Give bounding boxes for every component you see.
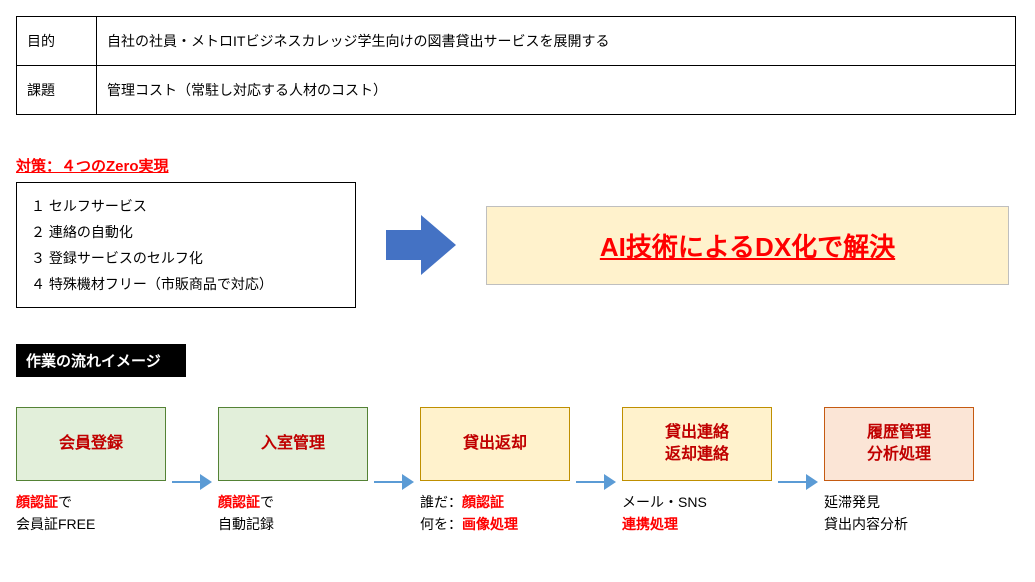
flow-box: 会員登録 [16,407,166,481]
flow-heading: 作業の流れイメージ [16,344,186,377]
flow-desc: 顔認証で会員証FREE [16,491,95,536]
flow-block: 貸出返却誰だ：顔認証何を：画像処理 [420,407,570,536]
flow-box: 履歴管理分析処理 [824,407,974,481]
flow-desc: 誰だ：顔認証何を：画像処理 [420,491,518,536]
callout-box: AI技術によるDX化で解決 [486,206,1009,285]
zero-box: １ セルフサービス２ 連絡の自動化３ 登録サービスのセルフ化４ 特殊機材フリー（… [16,182,356,308]
flow-box: 貸出返却 [420,407,570,481]
big-arrow-icon [386,215,456,275]
zero-row: １ セルフサービス２ 連絡の自動化３ 登録サービスのセルフ化４ 特殊機材フリー（… [16,182,1019,308]
issue-value: 管理コスト（常駐し対応する人材のコスト） [97,66,1016,115]
zero-item: ２ 連絡の自動化 [31,219,341,245]
zero-title: 対策：４つのZero実現 [16,155,1019,176]
flow-box: 入室管理 [218,407,368,481]
zero-item: ３ 登録サービスのセルフ化 [31,245,341,271]
flow-box: 貸出連絡返却連絡 [622,407,772,481]
flow-desc: 延滞発見貸出内容分析 [824,491,908,536]
flow-block: 履歴管理分析処理延滞発見貸出内容分析 [824,407,974,536]
flow-arrow-icon [576,467,616,497]
flow-block: 入室管理顔認証で自動記録 [218,407,368,536]
flow-desc: 顔認証で自動記録 [218,491,274,536]
flow-arrow-icon [172,467,212,497]
issue-label: 課題 [17,66,97,115]
zero-item: ４ 特殊機材フリー（市販商品で対応） [31,271,341,297]
zero-item: １ セルフサービス [31,193,341,219]
flow-desc: メール・SNS連携処理 [622,491,707,536]
purpose-value: 自社の社員・メトロITビジネスカレッジ学生向けの図書貸出サービスを展開する [97,17,1016,66]
purpose-table: 目的 自社の社員・メトロITビジネスカレッジ学生向けの図書貸出サービスを展開する… [16,16,1016,115]
flow-row: 会員登録顔認証で会員証FREE入室管理顔認証で自動記録貸出返却誰だ：顔認証何を：… [16,407,1019,536]
flow-arrow-icon [374,467,414,497]
flow-block: 会員登録顔認証で会員証FREE [16,407,166,536]
flow-arrow-icon [778,467,818,497]
flow-block: 貸出連絡返却連絡メール・SNS連携処理 [622,407,772,536]
callout-text: AI技術によるDX化で解決 [517,227,978,264]
purpose-label: 目的 [17,17,97,66]
